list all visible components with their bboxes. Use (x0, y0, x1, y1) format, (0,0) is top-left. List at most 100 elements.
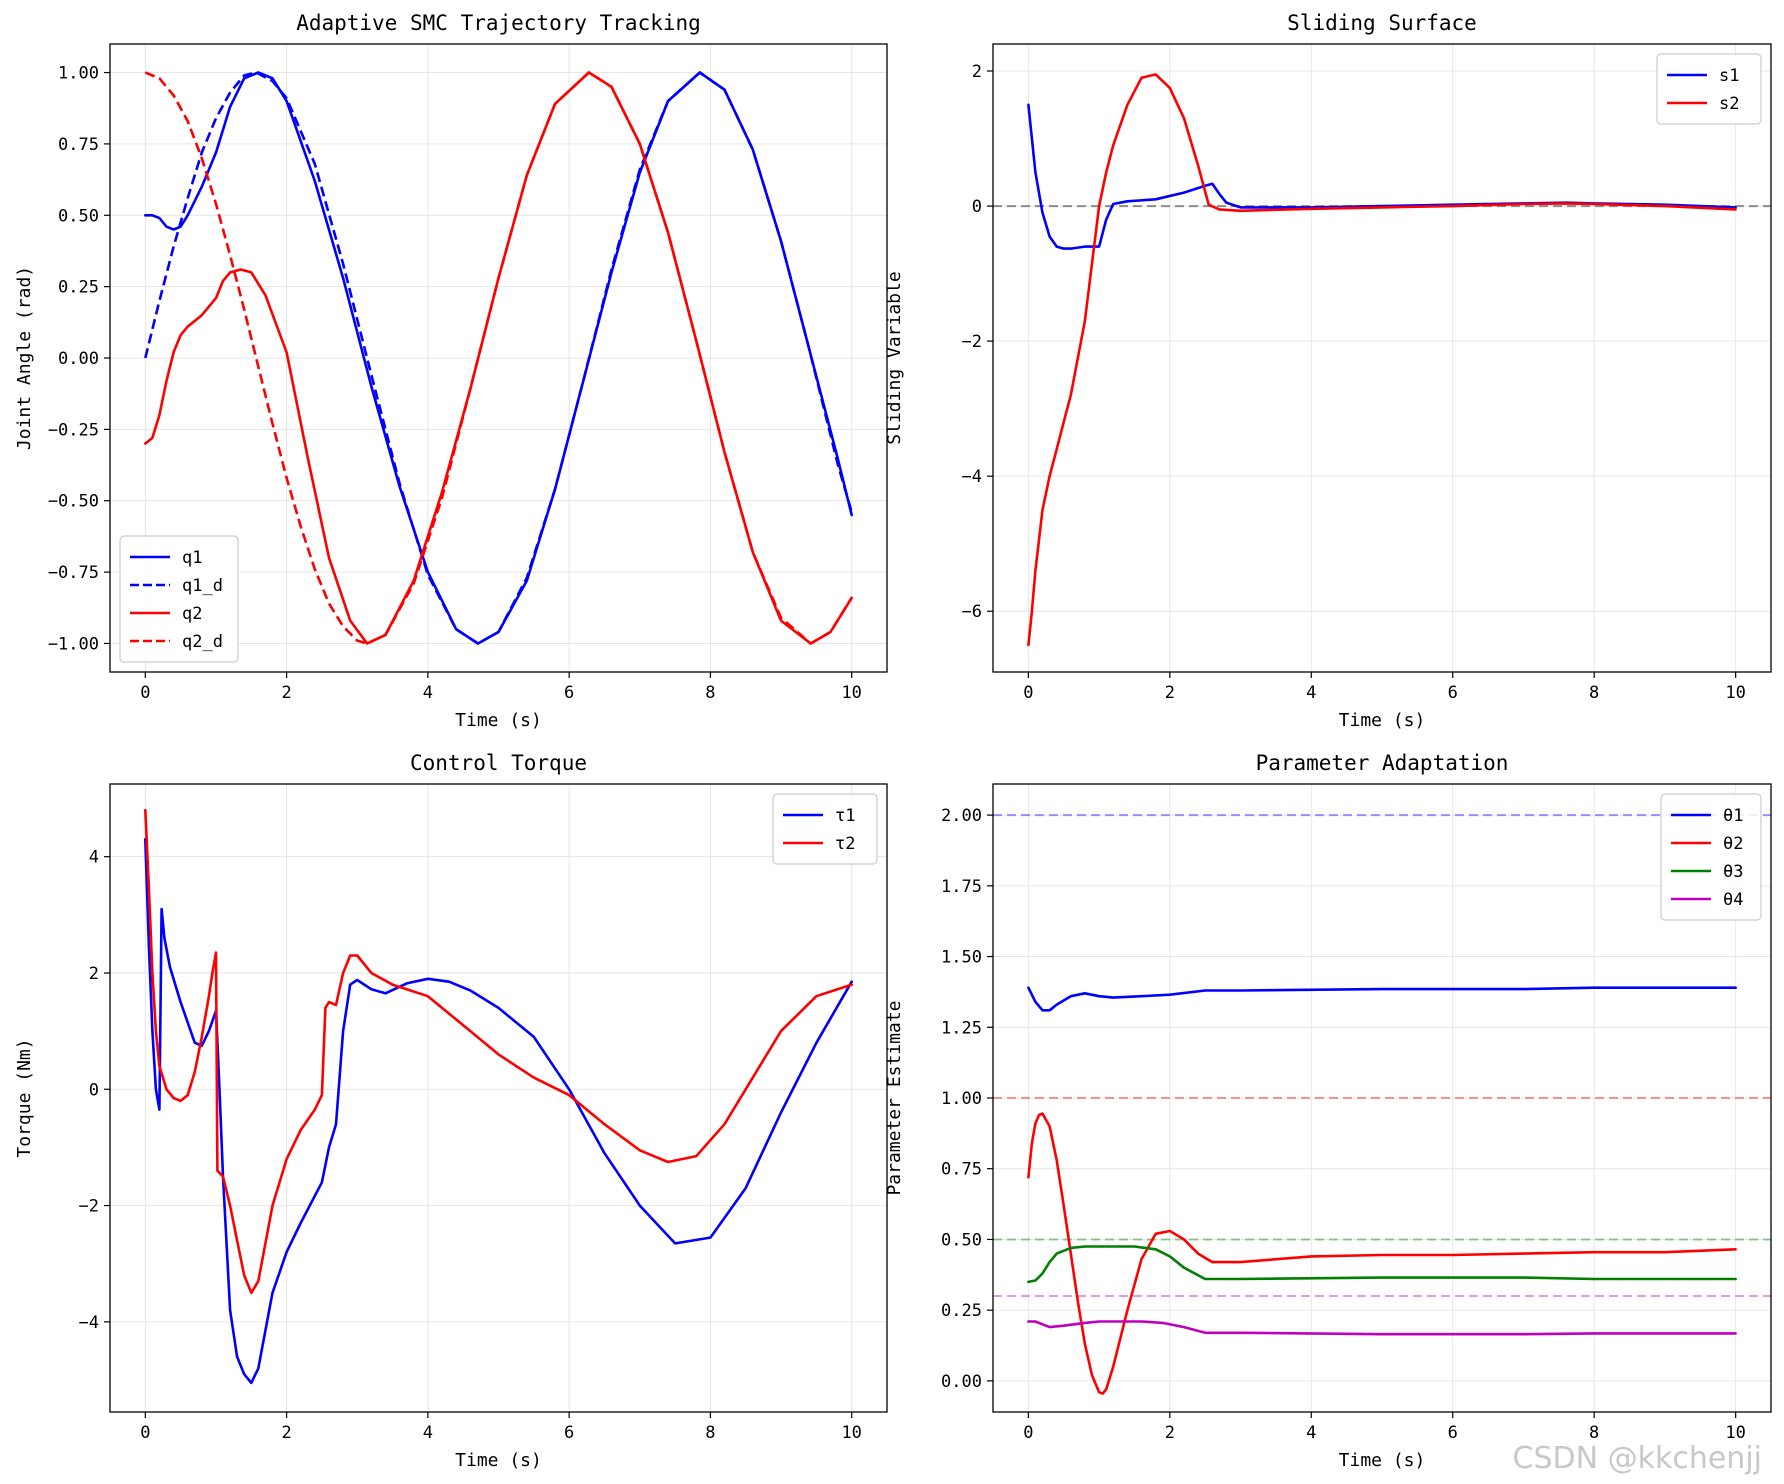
panel-trajectory-tracking: 0 2 4 6 8 10 1.00 0.75 0.50 0.25 0.00 −0.25 −0.50 −0.… (14, 11, 888, 731)
x-tick-label-5: 10 (841, 683, 861, 703)
y-tick-label-6: 0.50 (941, 1230, 982, 1250)
y-axis-label: Sliding Variable (884, 271, 905, 444)
y-tick-label-4: −4 (79, 1313, 99, 1333)
x-tick-label-4: 8 (705, 683, 715, 703)
series-line-1 (1027, 986, 1737, 1012)
y-tick-label-2: 1.50 (941, 948, 982, 968)
legend-frame (1656, 53, 1762, 125)
chart-title: Sliding Surface (1287, 11, 1477, 35)
x-tick-label-2: 4 (1306, 683, 1316, 703)
x-axis-label: Time (s) (1339, 1450, 1426, 1471)
y-tick-label-8: −1.00 (48, 634, 99, 654)
legend-frame (772, 793, 878, 865)
y-tick-label-7: −0.75 (48, 563, 99, 583)
legend-label-q1: q1 (182, 548, 202, 568)
x-tick-label-4: 8 (1589, 1423, 1599, 1443)
panel-sliding-surface: 0 2 4 6 8 10 2 0 −2 −4 −6 Sliding Surface Time (s) Sl… (884, 11, 1772, 731)
legend-label-2: θ2 (1723, 834, 1743, 854)
legend-label-3: θ3 (1723, 862, 1743, 882)
y-tick-label-1: 0 (972, 197, 982, 217)
y-tick-label-0: 4 (89, 848, 99, 868)
legend-label-q2: q2 (182, 604, 202, 624)
x-tick-label-3: 6 (564, 683, 574, 703)
y-tick-label-1: 0.75 (58, 135, 99, 155)
legend-label-2: τ2 (835, 834, 855, 854)
x-tick-label-5: 10 (841, 1423, 861, 1443)
legend-frame (1660, 793, 1762, 921)
x-tick-label-0: 0 (1023, 683, 1033, 703)
y-tick-label-3: −4 (962, 467, 982, 487)
y-tick-label-4: 1.00 (941, 1089, 982, 1109)
x-tick-label-4: 8 (1589, 683, 1599, 703)
y-tick-label-5: 0.75 (941, 1160, 982, 1180)
y-tick-label-0: 1.00 (58, 64, 99, 84)
x-tick-label-1: 2 (281, 683, 291, 703)
watermark: CSDN @kkchenjj (1513, 1441, 1762, 1476)
x-axis-label: Time (s) (455, 1450, 542, 1471)
y-tick-label-2: 0 (89, 1080, 99, 1100)
y-tick-label-1: 2 (89, 964, 99, 984)
x-tick-label-2: 4 (423, 1423, 433, 1443)
legend-label-1: θ1 (1723, 806, 1743, 826)
axes-frame (109, 783, 888, 1413)
x-tick-label-5: 10 (1725, 683, 1745, 703)
y-axis-label: Joint Angle (rad) (14, 266, 35, 450)
panel-control-torque: 0 2 4 6 8 10 4 2 0 −2 −4 Control Torque Time (s) Torq… (14, 751, 888, 1471)
y-axis-label: Parameter Estimate (884, 1000, 905, 1195)
y-tick-label-3: 0.25 (58, 278, 99, 298)
chart-title: Control Torque (410, 751, 587, 775)
x-tick-label-3: 6 (1448, 1423, 1458, 1443)
panel-parameter-adaptation: 0 2 4 6 8 10 2.00 1.75 1.50 1.25 1.00 0.75 0.50 0.25 0… (884, 751, 1772, 1471)
y-tick-label-4: −6 (962, 602, 982, 622)
legend-label-s1: s1 (1719, 66, 1739, 86)
y-tick-label-7: 0.25 (941, 1301, 982, 1321)
legend-label-4: θ4 (1723, 890, 1743, 910)
legend: θ1 θ2 θ3 θ4 (1660, 793, 1762, 921)
x-tick-label-0: 0 (1023, 1423, 1033, 1443)
y-tick-label-1: 1.75 (941, 877, 982, 897)
x-tick-label-0: 0 (140, 683, 150, 703)
x-tick-label-1: 2 (281, 1423, 291, 1443)
y-tick-label-3: −2 (79, 1197, 99, 1217)
series-line-q1-d (144, 71, 853, 645)
x-tick-label-0: 0 (140, 1423, 150, 1443)
axes-frame (992, 43, 1772, 673)
y-tick-label-4: 0.00 (58, 349, 99, 369)
x-axis-label: Time (s) (455, 710, 542, 731)
x-tick-label-1: 2 (1165, 1423, 1175, 1443)
legend-label-q1-d: q1_d (182, 576, 223, 596)
legend-frame (119, 535, 239, 663)
series-line-q2-d (144, 71, 853, 645)
series-line-1 (144, 837, 853, 1385)
y-axis-label: Torque (Nm) (14, 1038, 35, 1157)
x-tick-label-3: 6 (564, 1423, 574, 1443)
y-tick-label-2: −2 (962, 332, 982, 352)
y-tick-label-2: 0.50 (58, 206, 99, 226)
y-tick-label-3: 1.25 (941, 1018, 982, 1038)
x-tick-label-2: 4 (423, 683, 433, 703)
x-tick-label-2: 4 (1306, 1423, 1316, 1443)
x-tick-label-4: 8 (705, 1423, 715, 1443)
series-line-3 (1027, 1245, 1737, 1284)
series-line-2 (1027, 1112, 1737, 1395)
x-tick-label-1: 2 (1165, 683, 1175, 703)
legend-label-1: τ1 (835, 806, 855, 826)
series-line-4 (1027, 1320, 1737, 1336)
chart-title: Adaptive SMC Trajectory Tracking (296, 11, 701, 35)
y-tick-label-0: 2 (972, 62, 982, 82)
chart-title: Parameter Adaptation (1256, 751, 1509, 775)
x-tick-label-3: 6 (1448, 683, 1458, 703)
legend: q1 q1_d q2 q2_d (119, 535, 239, 663)
series-line-2 (144, 808, 853, 1295)
x-axis-label: Time (s) (1339, 710, 1426, 731)
legend-label-q2-d: q2_d (182, 632, 223, 652)
y-tick-label-8: 0.00 (941, 1372, 982, 1392)
y-tick-label-6: −0.50 (48, 492, 99, 512)
y-tick-label-5: −0.25 (48, 420, 99, 440)
x-tick-label-5: 10 (1725, 1423, 1745, 1443)
legend-label-s2: s2 (1719, 94, 1739, 114)
